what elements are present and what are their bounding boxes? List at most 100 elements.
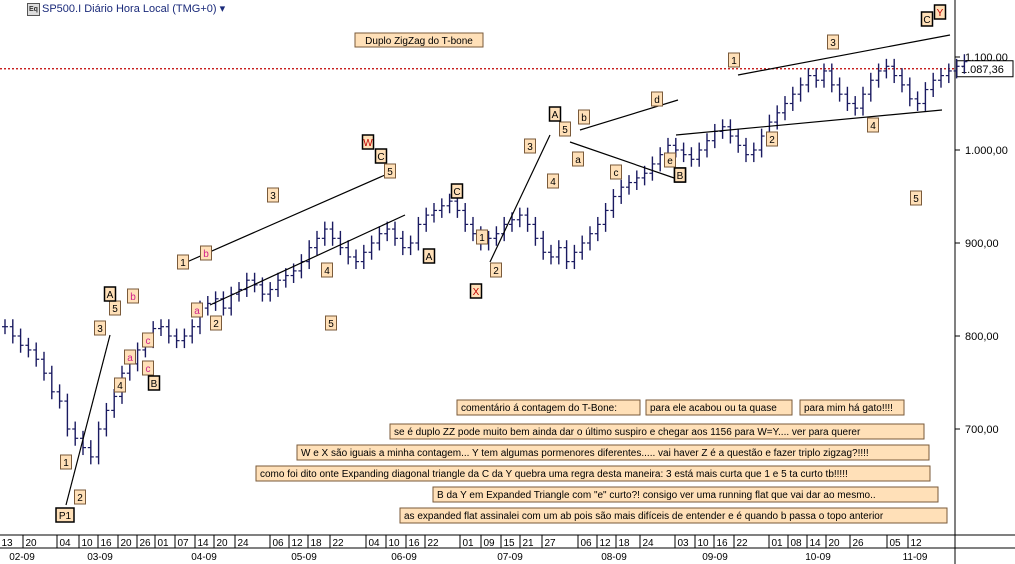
month-tick-label: 02-09 bbox=[9, 552, 35, 563]
chart-title: Duplo ZigZag do T-bone bbox=[365, 36, 473, 47]
wave-label: P1 bbox=[59, 511, 72, 522]
wave-label-box bbox=[191, 302, 203, 318]
instrument-title: SP500.I Diário Hora Local (TMG+0) bbox=[42, 3, 217, 15]
comment-text: W e X são iguais a minha contagem... Y t… bbox=[301, 448, 869, 459]
day-tick-label: 06 bbox=[580, 538, 592, 549]
comment-text: para ele acabou ou ta quase bbox=[650, 403, 777, 414]
comment-box bbox=[399, 507, 948, 524]
wave-label: A bbox=[426, 252, 433, 263]
wave-label: 5 bbox=[112, 304, 118, 315]
wave-label-box bbox=[547, 173, 559, 189]
trend-line bbox=[675, 109, 943, 136]
comment-box bbox=[456, 399, 641, 416]
day-tick-label: 13 bbox=[1, 538, 13, 549]
wave-label: a bbox=[194, 306, 200, 317]
trend-line bbox=[489, 134, 551, 263]
day-tick-label: 16 bbox=[716, 538, 728, 549]
day-tick-label: 08 bbox=[790, 538, 802, 549]
wave-label: 1 bbox=[479, 233, 485, 244]
month-tick-label: 11-09 bbox=[903, 552, 928, 563]
wave-label: 2 bbox=[77, 493, 83, 504]
day-tick-label: 27 bbox=[544, 538, 556, 549]
wave-label: A bbox=[107, 290, 114, 301]
day-tick-label: 20 bbox=[120, 538, 132, 549]
month-tick-label: 05-09 bbox=[291, 552, 317, 563]
day-tick-label: 03 bbox=[677, 538, 689, 549]
wave-label: c bbox=[614, 168, 619, 179]
wave-label-box bbox=[610, 164, 622, 180]
day-tick-label: 14 bbox=[809, 538, 821, 549]
day-tick-label: 21 bbox=[522, 538, 534, 549]
day-tick-label: 24 bbox=[642, 538, 654, 549]
wave-label: b bbox=[203, 249, 209, 260]
month-tick-label: 09-09 bbox=[702, 552, 728, 563]
comment-text: se é duplo ZZ pode muito bem ainda dar o… bbox=[394, 427, 861, 438]
wave-label-box bbox=[384, 163, 396, 179]
day-tick-label: 20 bbox=[828, 538, 840, 549]
wave-label: C bbox=[453, 187, 460, 198]
wave-label: 5 bbox=[387, 167, 393, 178]
month-tick-label: 03-09 bbox=[87, 552, 113, 563]
chevron-down-icon[interactable]: ▾ bbox=[219, 3, 226, 15]
day-tick-label: 26 bbox=[139, 538, 151, 549]
wave-label-box bbox=[524, 138, 536, 154]
day-tick-label: 04 bbox=[59, 538, 71, 549]
comment-box bbox=[799, 399, 905, 416]
month-tick-label: 06-09 bbox=[391, 552, 417, 563]
wave-label-box bbox=[572, 151, 584, 167]
wave-label: 3 bbox=[97, 324, 103, 335]
day-tick-label: 05 bbox=[889, 538, 901, 549]
trend-line bbox=[179, 174, 386, 266]
wave-label-box bbox=[60, 454, 72, 470]
comment-text: as expanded flat assinalei com um ab poi… bbox=[404, 511, 884, 522]
wave-label-box bbox=[651, 91, 663, 107]
wave-label-box bbox=[867, 117, 879, 133]
day-tick-label: 12 bbox=[599, 538, 611, 549]
comment-box bbox=[645, 399, 793, 416]
trend-line bbox=[209, 214, 406, 306]
month-tick-label: 04-09 bbox=[191, 552, 217, 563]
trend-line bbox=[579, 99, 679, 131]
day-tick-label: 22 bbox=[736, 538, 748, 549]
wave-label-box bbox=[559, 121, 571, 137]
wave-label: 3 bbox=[830, 38, 836, 49]
wave-label-box bbox=[728, 52, 740, 68]
wave-label: c bbox=[146, 364, 151, 375]
wave-label-box bbox=[910, 190, 922, 206]
comment-text: B da Y em Expanded Triangle com "e" curt… bbox=[437, 490, 876, 501]
day-tick-label: 09 bbox=[483, 538, 495, 549]
day-tick-label: 01 bbox=[157, 538, 169, 549]
wave-label: 1 bbox=[180, 258, 186, 269]
wave-label-box bbox=[142, 332, 154, 348]
wave-label-box bbox=[578, 109, 590, 125]
trend-line bbox=[569, 141, 681, 181]
day-tick-label: 20 bbox=[25, 538, 37, 549]
month-tick-label: 10-09 bbox=[805, 552, 831, 563]
price-tick-label: 1.000,00 bbox=[965, 145, 1008, 157]
wave-label: 5 bbox=[913, 194, 919, 205]
day-tick-label: 26 bbox=[852, 538, 864, 549]
day-tick-label: 16 bbox=[408, 538, 420, 549]
wave-label: b bbox=[581, 113, 587, 124]
wave-label-box bbox=[200, 245, 212, 261]
wave-label-box bbox=[321, 262, 333, 278]
chart-title-dropdown[interactable]: SP500.I Diário Hora Local (TMG+0) ▾ bbox=[42, 2, 225, 15]
day-tick-label: 06 bbox=[272, 538, 284, 549]
trend-line bbox=[65, 334, 111, 506]
wave-label-box bbox=[664, 152, 676, 168]
wave-label: 2 bbox=[493, 266, 499, 277]
wave-label-box bbox=[114, 377, 126, 393]
day-tick-label: 12 bbox=[910, 538, 922, 549]
comment-box bbox=[389, 423, 925, 440]
current-price-label: 1.087,36 bbox=[961, 64, 1004, 76]
wave-label-box bbox=[177, 254, 189, 270]
comment-box bbox=[255, 465, 931, 482]
wave-label-box bbox=[142, 360, 154, 376]
day-tick-label: 14 bbox=[197, 538, 209, 549]
day-tick-label: 07 bbox=[177, 538, 189, 549]
comment-text: como foi dito onte Expanding diagonal tr… bbox=[260, 469, 848, 480]
comment-text: comentário á contagem do T-Bone: bbox=[461, 403, 617, 414]
wave-label: 1 bbox=[63, 458, 69, 469]
wave-label: C bbox=[923, 15, 930, 26]
